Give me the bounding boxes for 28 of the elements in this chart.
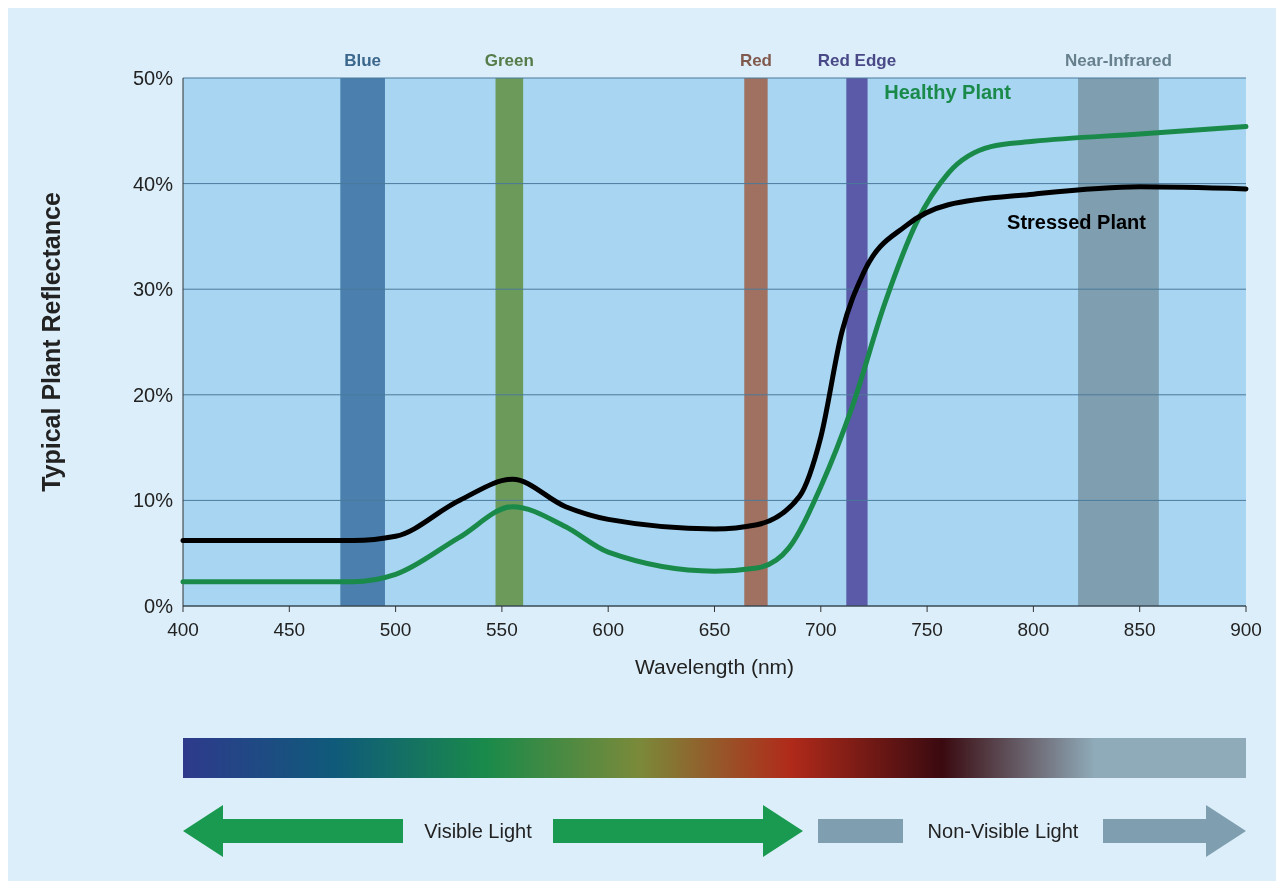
y-tick-label: 40% [132, 172, 174, 195]
band-label: Red Edge [817, 51, 897, 70]
text: Visible Light [424, 820, 533, 842]
series-label: Stressed Plant [1007, 210, 1147, 233]
text: Healthy Plant [884, 80, 1012, 103]
x-tick-label: 650 [698, 619, 731, 640]
x-tick-label: 400 [167, 619, 199, 640]
x-tick-label: 700 [804, 619, 837, 640]
y-axis-title: Typical Plant Reflectance [37, 192, 65, 492]
x-tick-label: 450 [273, 619, 306, 640]
y-tick-label: 0% [144, 595, 174, 617]
x-tick-label: 800 [1017, 619, 1050, 640]
y-tick-label: 10% [132, 489, 174, 512]
y-tick-label: 50% [132, 67, 174, 89]
x-tick-label: 500 [379, 619, 412, 640]
x-tick-label: 750 [911, 619, 943, 640]
text: Non-Visible Light [927, 820, 1079, 842]
x-tick-label: 900 [1230, 619, 1262, 640]
band-label: Green [484, 51, 534, 70]
y-tick-label: 20% [132, 383, 174, 406]
x-axis-title: Wavelength (nm) [634, 655, 795, 678]
x-tick-label: 550 [486, 619, 518, 640]
x-tick-label: 850 [1123, 619, 1156, 640]
band-label: Red [739, 51, 773, 70]
band-label: Near-Infrared [1065, 51, 1172, 70]
y-tick-label: 30% [132, 278, 174, 301]
x-tick-label: 600 [592, 619, 625, 640]
band-label: Blue [344, 51, 382, 70]
